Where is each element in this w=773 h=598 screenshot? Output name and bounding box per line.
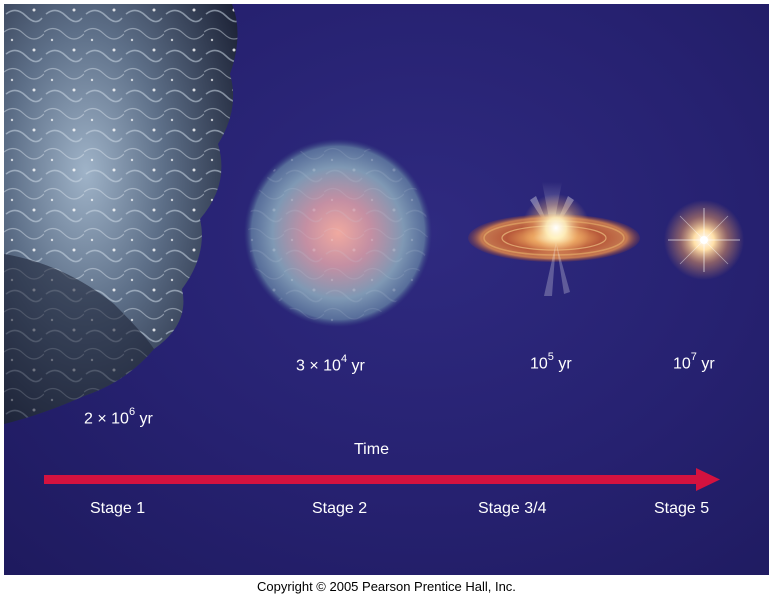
illustration-panel: 2 × 106 yr 3 × 104 yr 105 yr 107 yr Time… xyxy=(4,4,769,575)
collapsing-core xyxy=(244,139,432,327)
stage-2-time-base: 3 × 10 xyxy=(296,357,341,375)
stage-1-time: 2 × 106 yr xyxy=(84,404,153,429)
stage-2-time-unit: yr xyxy=(347,357,365,375)
stage-5-label: Stage 5 xyxy=(654,500,710,517)
stage-5-time-base: 10 xyxy=(673,355,691,373)
stage-1-time-exp: 6 xyxy=(128,406,136,418)
stage-2-label: Stage 2 xyxy=(312,500,368,517)
young-star xyxy=(664,200,744,280)
stage-5-time: 107 yr xyxy=(673,349,715,374)
stage-1-label: Stage 1 xyxy=(90,500,146,517)
copyright-notice: Copyright © 2005 Pearson Prentice Hall, … xyxy=(257,579,516,594)
time-arrow xyxy=(44,468,720,491)
time-axis-label: Time xyxy=(354,441,389,458)
illustration-art xyxy=(4,4,744,491)
stage-3-time: 105 yr xyxy=(530,349,572,374)
stage-1-time-unit: yr xyxy=(135,410,153,428)
stage-5-time-exp: 7 xyxy=(690,351,697,363)
stage-2-time-exp: 4 xyxy=(340,353,348,365)
stage-3-time-unit: yr xyxy=(553,355,572,373)
stage-3-time-base: 10 xyxy=(530,355,548,373)
molecular-cloud xyxy=(4,4,238,424)
stage-1-time-base: 2 × 10 xyxy=(84,410,129,428)
protostar-disk xyxy=(468,182,640,296)
stage-5-time-unit: yr xyxy=(696,355,715,373)
stage-3-label: Stage 3/4 xyxy=(478,500,547,517)
stage-3-time-exp: 5 xyxy=(547,351,554,363)
stage-2-time: 3 × 104 yr xyxy=(296,351,365,376)
